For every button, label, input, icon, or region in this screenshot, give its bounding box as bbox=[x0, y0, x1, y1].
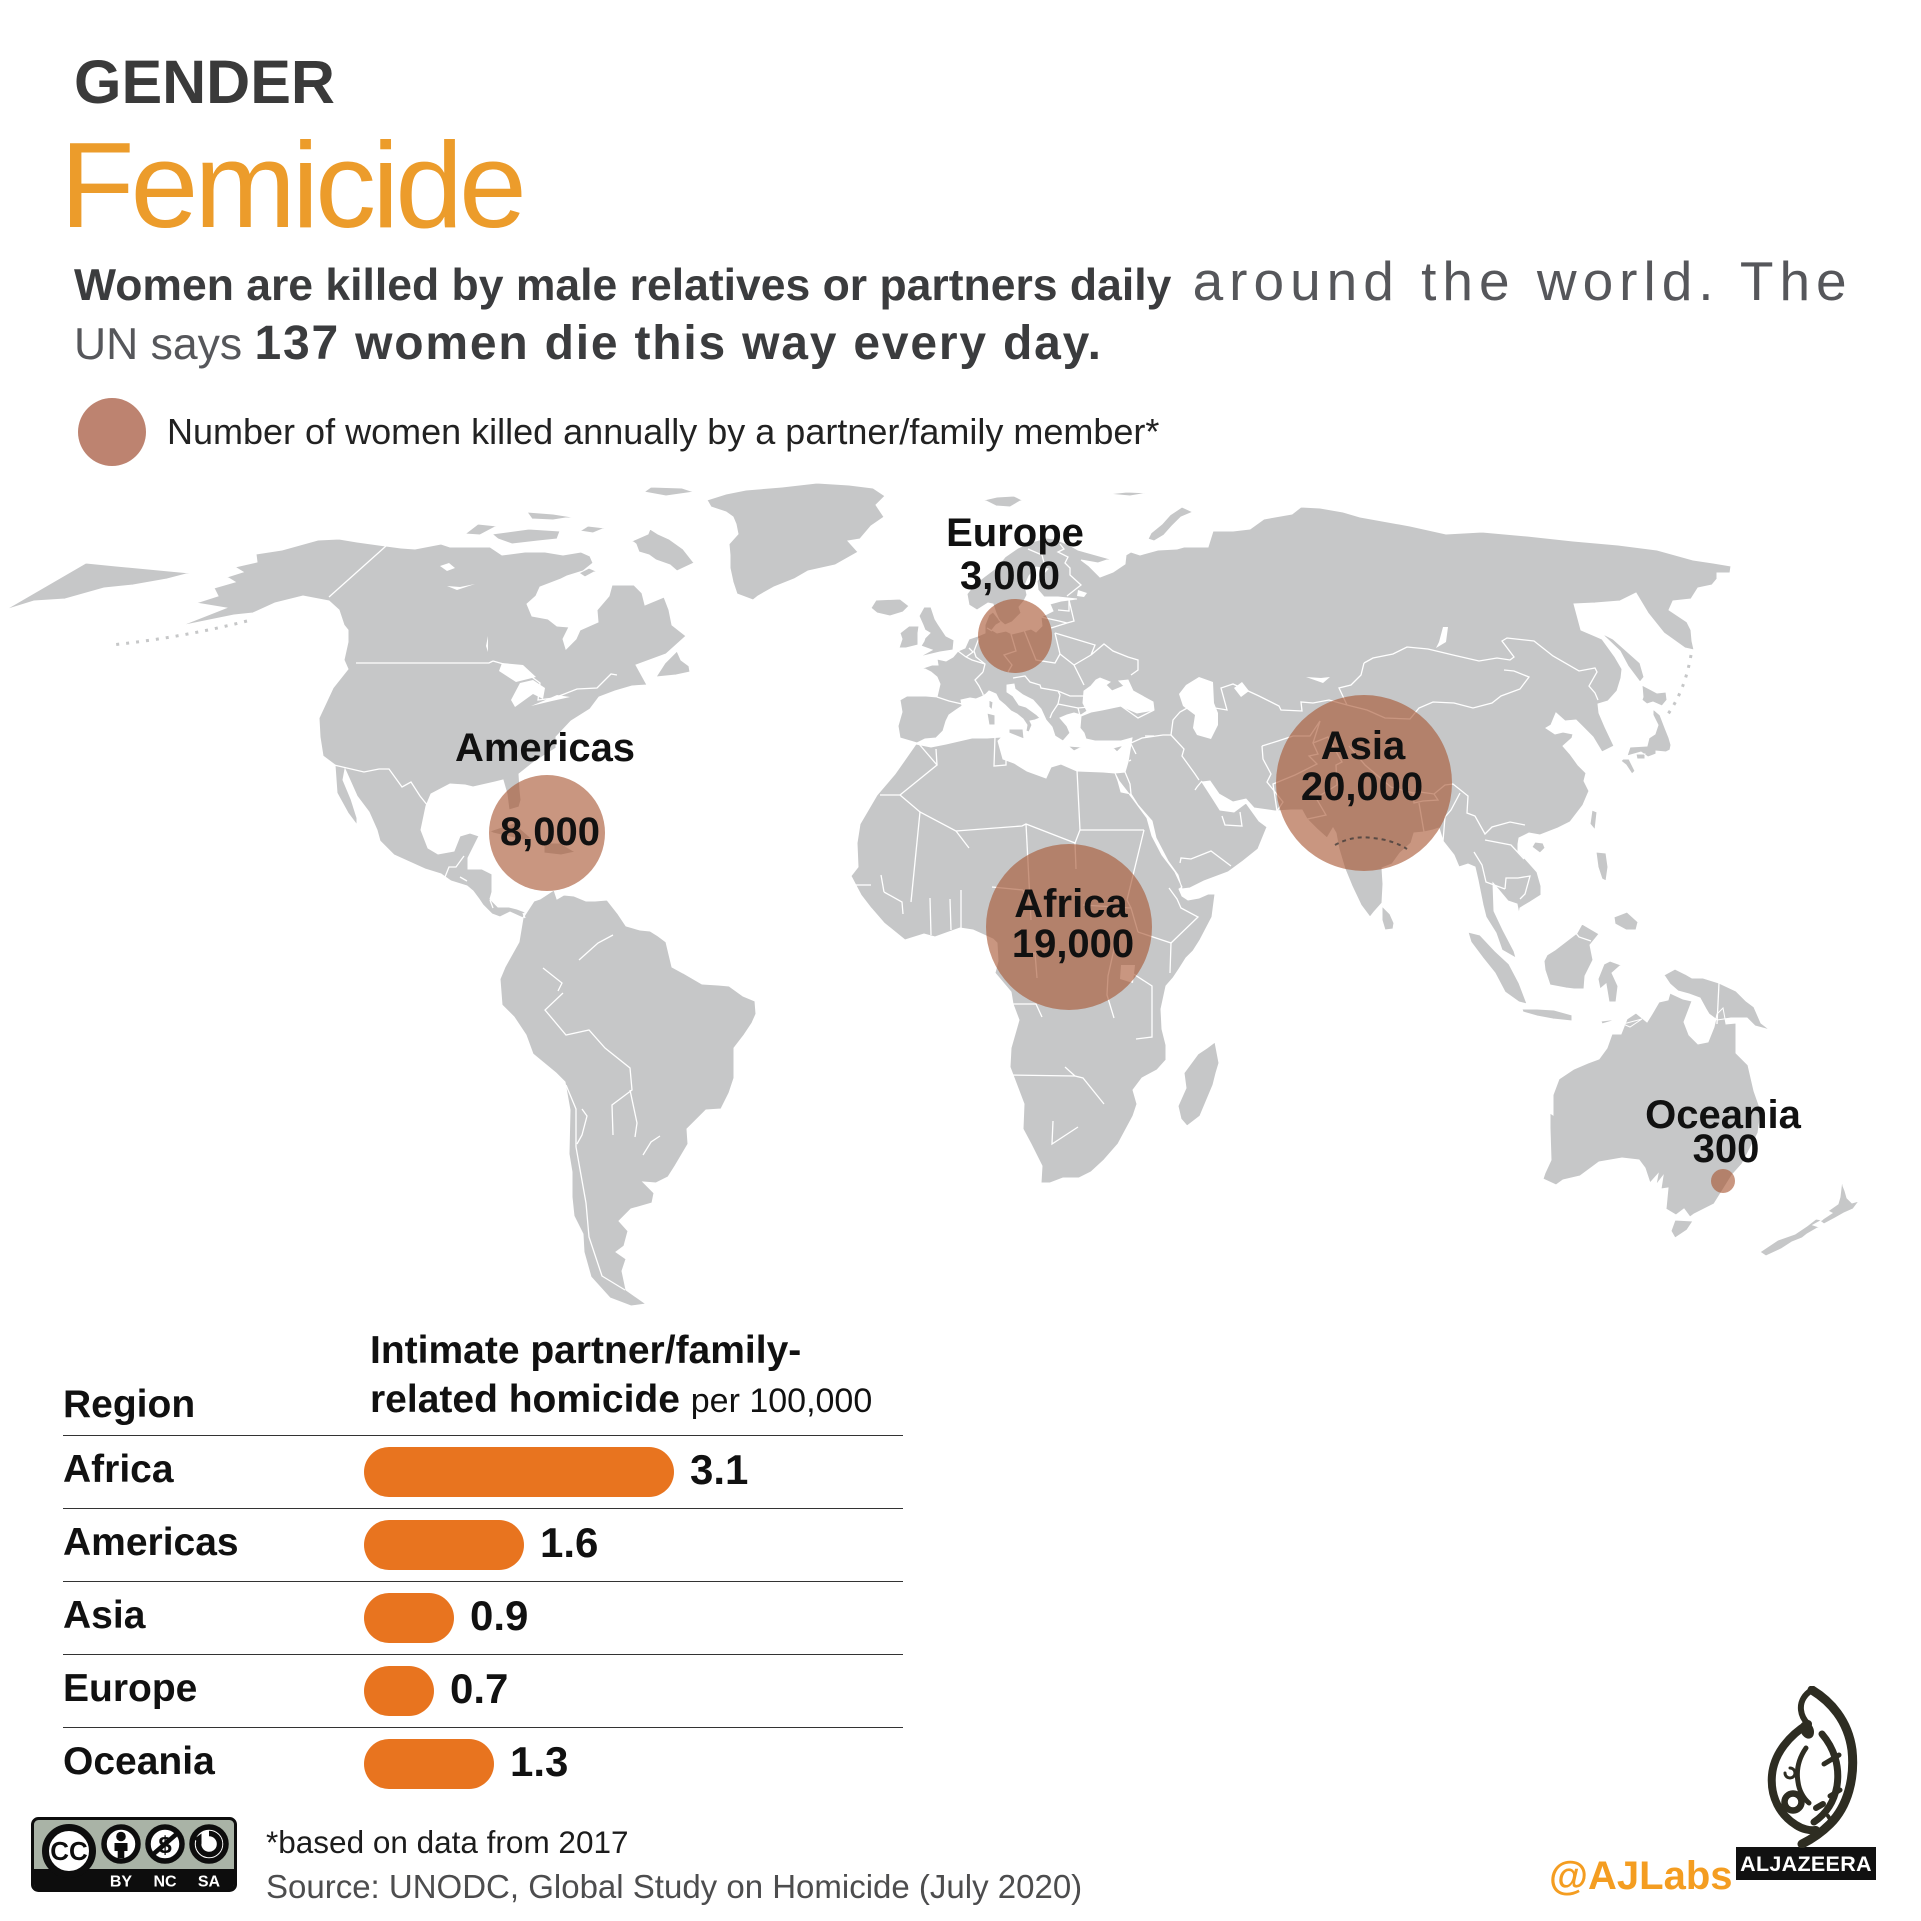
svg-text:BY: BY bbox=[110, 1874, 133, 1891]
svg-text:Oceania: Oceania bbox=[1645, 1093, 1801, 1137]
svg-text:3,000: 3,000 bbox=[960, 554, 1060, 598]
svg-text:Europe: Europe bbox=[946, 511, 1084, 555]
svg-text:20,000: 20,000 bbox=[1301, 765, 1423, 809]
svg-text:Africa: Africa bbox=[1014, 882, 1128, 926]
svg-text:Americas: Americas bbox=[455, 726, 635, 770]
svg-text:19,000: 19,000 bbox=[1012, 922, 1134, 966]
svg-text:300: 300 bbox=[1693, 1127, 1760, 1171]
svg-text:8,000: 8,000 bbox=[500, 810, 600, 854]
svg-text:CC: CC bbox=[50, 1836, 88, 1866]
svg-text:NC: NC bbox=[153, 1874, 177, 1891]
svg-text:SA: SA bbox=[198, 1874, 221, 1891]
svg-text:Asia: Asia bbox=[1321, 724, 1406, 768]
